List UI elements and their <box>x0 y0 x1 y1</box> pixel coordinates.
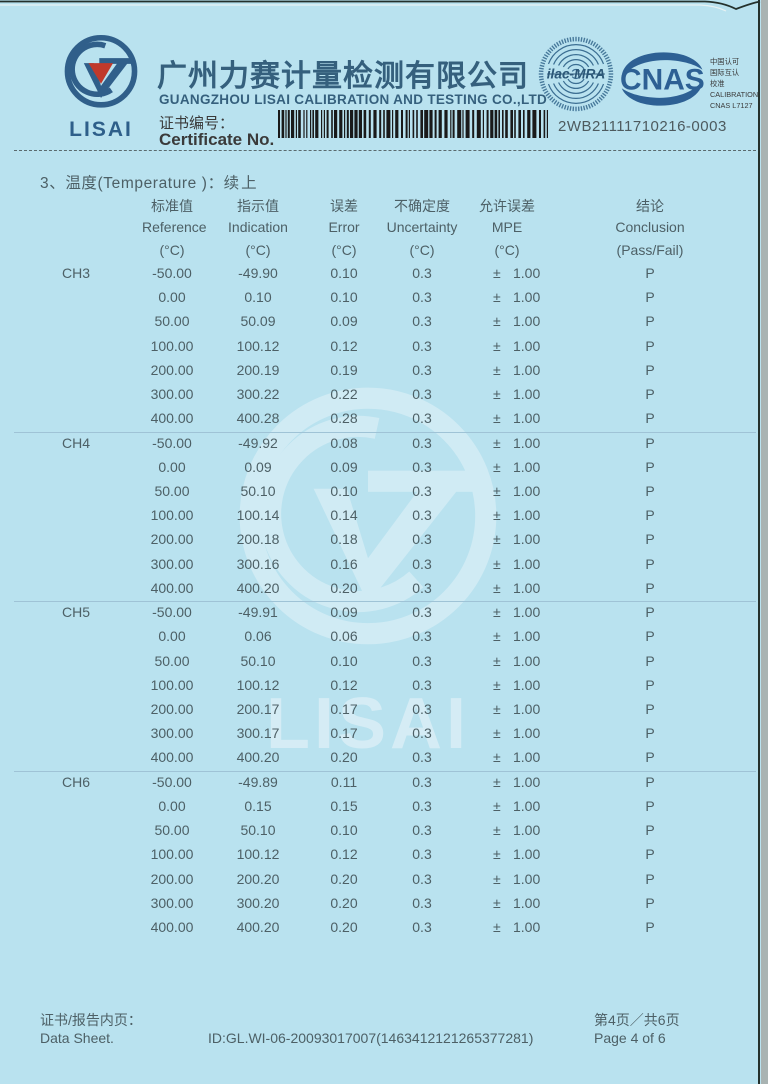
svg-text:CNAS: CNAS <box>620 63 705 96</box>
svg-text:ilac-MRA: ilac-MRA <box>547 67 606 82</box>
